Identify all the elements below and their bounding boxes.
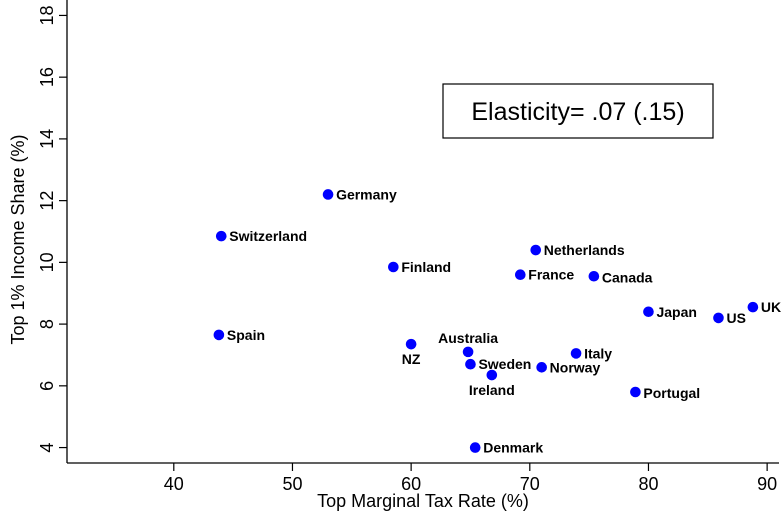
y-tick-label: 8 xyxy=(37,319,57,329)
x-tick-label: 60 xyxy=(401,474,421,494)
x-tick-label: 70 xyxy=(520,474,540,494)
point-label: Finland xyxy=(401,259,451,275)
point-label: UK xyxy=(761,299,781,315)
data-point xyxy=(643,306,654,318)
point-label: Italy xyxy=(584,345,612,361)
data-point xyxy=(630,386,641,398)
point-label: Germany xyxy=(336,186,397,202)
y-tick-label: 10 xyxy=(37,252,57,272)
annotation-text: Elasticity= .07 (.15) xyxy=(471,98,684,126)
data-point xyxy=(530,244,542,256)
data-point xyxy=(570,348,582,359)
point-label: Switzerland xyxy=(229,228,307,244)
annotation-box xyxy=(442,83,714,139)
data-point xyxy=(215,230,227,242)
y-tick-label: 16 xyxy=(37,67,57,87)
y-tick-label: 14 xyxy=(37,129,57,149)
data-point xyxy=(486,369,498,381)
point-label: Sweden xyxy=(478,356,531,372)
point-label: Norway xyxy=(550,359,601,375)
point-label: Australia xyxy=(438,330,498,346)
data-point xyxy=(322,189,334,200)
y-ticks: 4 6 8 10 12 14 16 18 xyxy=(37,5,67,453)
data-point xyxy=(515,269,526,281)
y-axis-title: Top 1% Income Share (%) xyxy=(8,134,28,344)
point-label: Canada xyxy=(602,269,653,285)
point-label: Japan xyxy=(656,304,696,320)
point-labels: Germany Switzerland Finland Netherlands Fran… xyxy=(227,186,781,455)
x-ticks: 40 50 60 70 80 90 xyxy=(164,463,777,494)
data-point xyxy=(747,301,759,313)
point-label: Ireland xyxy=(469,382,515,398)
data-point xyxy=(462,346,474,358)
data-point xyxy=(588,270,600,282)
data-point xyxy=(469,442,481,453)
data-point xyxy=(213,329,225,341)
y-tick-label: 18 xyxy=(37,5,57,25)
data-point xyxy=(388,261,399,273)
point-label: US xyxy=(726,310,745,326)
data-points xyxy=(213,189,759,453)
data-point xyxy=(536,362,547,373)
data-point xyxy=(713,312,724,324)
data-point xyxy=(405,338,417,350)
point-label: France xyxy=(528,267,574,283)
elasticity-annotation: Elasticity= .07 (.15) xyxy=(442,83,714,139)
x-tick-label: 90 xyxy=(757,474,777,494)
y-tick-label: 4 xyxy=(37,443,57,453)
x-axis-title: Top Marginal Tax Rate (%) xyxy=(317,491,529,511)
point-label: Spain xyxy=(227,327,265,343)
point-label: Denmark xyxy=(483,440,543,456)
data-point xyxy=(465,358,476,370)
x-tick-label: 80 xyxy=(638,474,658,494)
y-tick-label: 6 xyxy=(37,381,57,391)
y-tick-label: 12 xyxy=(37,191,57,211)
point-label: Portugal xyxy=(643,385,700,401)
point-label: NZ xyxy=(402,351,421,367)
x-tick-label: 40 xyxy=(164,474,184,494)
point-label: Netherlands xyxy=(544,242,625,258)
x-tick-label: 50 xyxy=(282,474,302,494)
